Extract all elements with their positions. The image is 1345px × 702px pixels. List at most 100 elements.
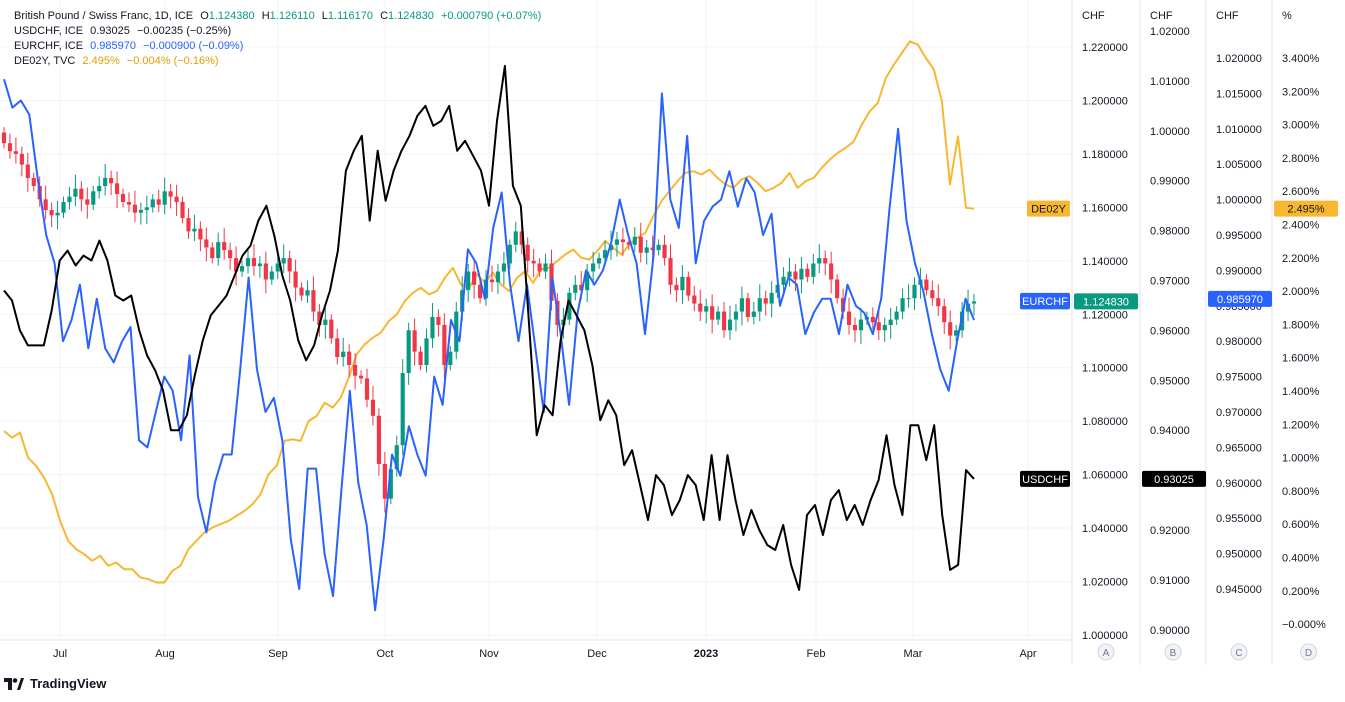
candle-body[interactable] [513, 231, 518, 245]
candle-body[interactable] [180, 202, 185, 219]
candle-body[interactable] [823, 258, 828, 264]
candle-body[interactable] [281, 258, 286, 264]
candle-body[interactable] [376, 415, 381, 464]
candle-body[interactable] [614, 239, 620, 245]
axis-footer-a[interactable]: A [1103, 648, 1110, 659]
candle-body[interactable] [787, 271, 792, 277]
candle-body[interactable] [126, 202, 132, 205]
candle-body[interactable] [114, 183, 120, 194]
candle-body[interactable] [251, 258, 257, 267]
candle-body[interactable] [192, 228, 197, 232]
candle-body[interactable] [466, 271, 471, 291]
candle-body[interactable] [638, 236, 643, 253]
candle-body[interactable] [448, 351, 453, 366]
candle-body[interactable] [13, 151, 18, 154]
candle-body[interactable] [103, 177, 108, 186]
axis-footer-b-icon[interactable] [1164, 643, 1182, 661]
candle-body[interactable] [418, 351, 423, 366]
legend-row-eurchf[interactable]: EURCHF, ICE 0.985970 −0.000900 (−0.09%) [14, 39, 545, 54]
candle-body[interactable] [739, 298, 744, 312]
candle-body[interactable] [686, 276, 691, 296]
candle-body[interactable] [204, 239, 209, 248]
legend-row-gbpchf[interactable]: British Pound / Swiss Franc, 1D, ICE O1.… [14, 9, 545, 24]
candle-body[interactable] [668, 258, 673, 285]
candle-body[interactable] [799, 268, 804, 280]
candle-body[interactable] [632, 236, 637, 245]
candle-body[interactable] [55, 212, 60, 216]
candle-body[interactable] [501, 263, 506, 272]
candle-body[interactable] [400, 373, 405, 446]
candle-body[interactable] [168, 191, 173, 197]
candle-body[interactable] [495, 271, 501, 283]
candle-body[interactable] [537, 263, 542, 272]
candle-body[interactable] [704, 306, 709, 312]
series-usdchf-line[interactable] [3, 64, 975, 591]
candle-body[interactable] [769, 292, 774, 304]
candle-body[interactable] [817, 258, 822, 264]
candle-body[interactable] [257, 263, 262, 267]
candle-body[interactable] [811, 263, 816, 277]
candle-body[interactable] [519, 231, 524, 245]
candle-body[interactable] [793, 271, 798, 280]
candle-body[interactable] [162, 191, 167, 205]
candle-body[interactable] [757, 298, 762, 312]
candle-body[interactable] [781, 276, 786, 285]
candle-body[interactable] [835, 279, 840, 299]
axis-footer-a-icon[interactable] [1097, 643, 1115, 661]
candle-body[interactable] [852, 324, 858, 331]
candle-body[interactable] [79, 188, 84, 200]
candle-body[interactable] [138, 210, 143, 213]
candle-body[interactable] [567, 292, 572, 320]
candle-body[interactable] [150, 199, 155, 208]
candle-body[interactable] [436, 316, 441, 325]
tradingview-brand[interactable]: TradingView [30, 676, 107, 691]
candle-body[interactable] [61, 202, 66, 213]
candle-body[interactable] [829, 263, 834, 280]
candle-body[interactable] [382, 463, 387, 499]
candle-body[interactable] [948, 322, 953, 336]
candle-body[interactable] [287, 258, 292, 272]
candle-body[interactable] [430, 316, 435, 339]
candle-body[interactable] [608, 244, 614, 251]
candle-body[interactable] [406, 330, 411, 374]
candle-body[interactable] [7, 143, 13, 152]
candle-body[interactable] [489, 279, 495, 283]
candle-body[interactable] [341, 351, 346, 358]
candle-body[interactable] [507, 244, 512, 264]
candle-body[interactable] [19, 153, 24, 165]
candle-body[interactable] [710, 306, 715, 320]
candle-body[interactable] [198, 228, 203, 240]
series-eurchf-line[interactable] [3, 78, 975, 612]
candle-body[interactable] [525, 244, 530, 261]
time-axis[interactable]: Jul Aug Sep Oct Nov Dec 2023 Feb Mar Apr [53, 648, 1037, 660]
candle-body[interactable] [186, 218, 191, 232]
candle-body[interactable] [442, 324, 447, 366]
candle-body[interactable] [936, 298, 941, 307]
candle-body[interactable] [412, 330, 417, 352]
candle-body[interactable] [763, 298, 768, 304]
candle-body[interactable] [942, 306, 947, 323]
candle-body[interactable] [602, 250, 608, 259]
candle-body[interactable] [912, 284, 917, 299]
candle-body[interactable] [846, 311, 852, 325]
candle-body[interactable] [85, 199, 90, 205]
candle-body[interactable] [216, 242, 221, 259]
candle-body[interactable] [674, 284, 679, 291]
candle-body[interactable] [210, 247, 215, 259]
candle-body[interactable] [882, 324, 887, 331]
candle-body[interactable] [870, 316, 875, 323]
candle-body[interactable] [49, 210, 54, 216]
candle-body[interactable] [716, 311, 721, 320]
candle-body[interactable] [597, 258, 602, 264]
candle-body[interactable] [293, 271, 298, 288]
candle-body[interactable] [906, 298, 911, 300]
legend-row-de02y[interactable]: DE02Y, TVC 2.495% −0.004% (−0.16%) [14, 54, 545, 69]
candle-body[interactable] [888, 319, 893, 325]
candle-body[interactable] [222, 242, 227, 251]
axis-footer-d[interactable]: D [1305, 648, 1312, 659]
candle-body[interactable] [727, 319, 733, 331]
candle-body[interactable] [335, 338, 340, 358]
candle-body[interactable] [43, 199, 48, 211]
candle-body[interactable] [579, 284, 584, 291]
